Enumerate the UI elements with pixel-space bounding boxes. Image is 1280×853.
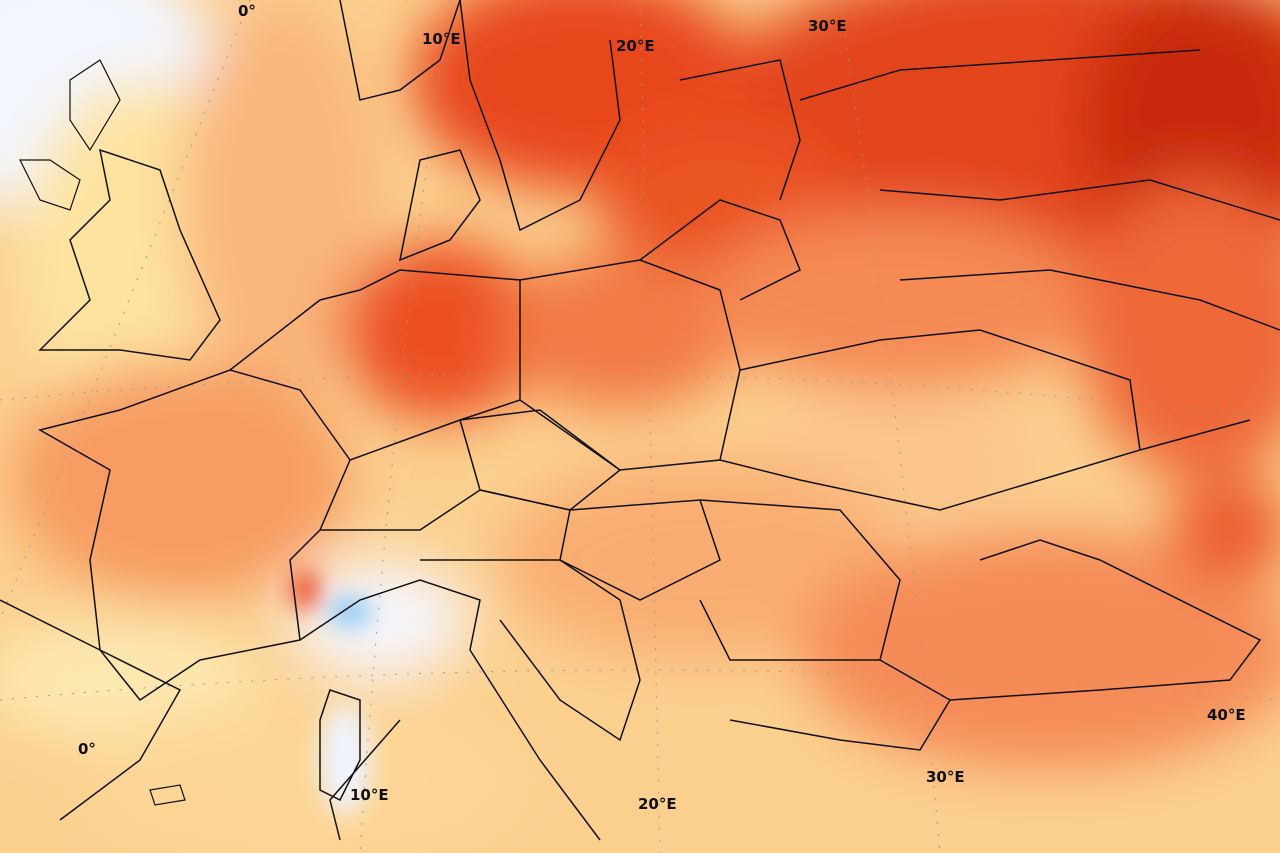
graticule-label-0-top: 0° — [238, 2, 256, 20]
graticule-label-20e-top: 20°E — [616, 37, 655, 55]
graticule-label-10e-bottom: 10°E — [350, 786, 389, 804]
graticule-label-0-left: 0° — [78, 740, 96, 758]
graticule-label-20e-bottom: 20°E — [638, 795, 677, 813]
graticule-label-30e-top: 30°E — [808, 17, 847, 35]
islands — [19, 59, 186, 806]
graticule-label-10e-top: 10°E — [422, 30, 461, 48]
graticule-label-40e-right: 40°E — [1207, 706, 1246, 724]
graticule-label-30e-bottom: 30°E — [926, 768, 965, 786]
